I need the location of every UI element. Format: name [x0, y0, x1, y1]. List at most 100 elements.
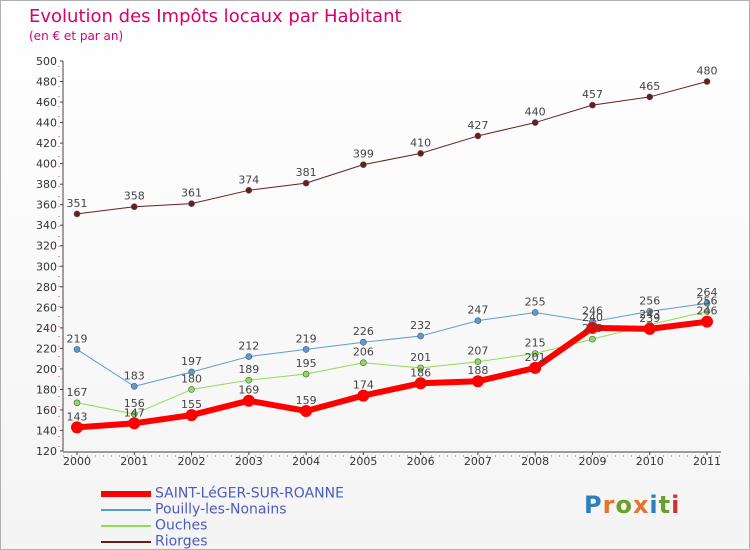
x-tick-label: 2010 — [636, 455, 664, 468]
data-point — [589, 335, 596, 343]
y-tick-label: 460 — [36, 96, 57, 109]
data-label: 147 — [124, 406, 145, 419]
data-point — [531, 350, 539, 357]
legend: SAINT-LéGER-SUR-ROANNE Pouilly-les-Nonai… — [101, 486, 344, 550]
y-tick-label: 260 — [36, 301, 57, 314]
y-tick-label: 340 — [36, 219, 57, 232]
data-label: 212 — [238, 340, 259, 353]
x-tick-label: 2000 — [63, 455, 91, 468]
logo-letter: P — [584, 491, 603, 519]
y-tick-label: 280 — [36, 281, 57, 294]
logo-letter: r — [602, 491, 616, 519]
data-point — [302, 179, 310, 187]
data-point — [703, 308, 711, 315]
x-tick-label: 2008 — [521, 455, 549, 468]
data-point — [360, 338, 367, 346]
logo-letter: i — [649, 491, 659, 519]
logo-letter: x — [632, 491, 650, 519]
x-tick-label: 2001 — [120, 455, 148, 468]
data-point — [586, 321, 599, 334]
legend-swatch — [101, 508, 151, 511]
data-point — [360, 161, 367, 168]
series-line — [76, 310, 708, 415]
chart-title: Evolution des Impôts locaux par Habitant — [29, 6, 402, 27]
series-layer — [71, 78, 713, 434]
y-tick-label: 400 — [36, 158, 57, 171]
data-point — [471, 375, 484, 388]
data-label: 351 — [67, 197, 88, 210]
data-point — [703, 299, 711, 307]
data-label: 440 — [525, 106, 546, 119]
x-tick-label: 2004 — [292, 455, 320, 468]
y-tick-label: 420 — [36, 137, 57, 150]
data-label: 465 — [639, 80, 660, 93]
data-label: 156 — [124, 397, 145, 410]
data-labels-layer: 351 358 361 374 381 399 410 427 440 457 465 480 219 1… — [67, 65, 718, 424]
y-tick-label: 440 — [36, 117, 57, 130]
data-label: 358 — [124, 190, 145, 203]
data-point — [417, 150, 424, 157]
proxiti-logo: Proxiti — [584, 491, 680, 519]
data-point — [245, 376, 253, 384]
data-label: 243 — [639, 308, 660, 321]
x-tick-label: 2002 — [178, 455, 206, 468]
data-label: 155 — [181, 398, 202, 411]
data-label: 215 — [525, 337, 546, 350]
data-point — [414, 377, 427, 390]
data-label: 232 — [410, 319, 431, 332]
axes: 120 140 160 180 200 220 240 260 280 300 320 340 360 3… — [36, 55, 721, 468]
data-label: 207 — [467, 345, 488, 358]
y-tick-label: 500 — [36, 55, 57, 68]
data-point — [643, 322, 656, 335]
data-label: 167 — [67, 386, 88, 399]
data-point — [474, 358, 482, 366]
data-point — [185, 409, 198, 422]
data-label: 180 — [181, 372, 202, 385]
data-point — [589, 101, 596, 109]
legend-item-pouilly: Pouilly-les-Nonains — [101, 502, 344, 518]
y-tick-label: 140 — [36, 424, 57, 437]
data-label: 206 — [353, 346, 374, 359]
data-label: 246 — [582, 305, 603, 318]
data-label: 159 — [296, 394, 317, 407]
data-point — [529, 361, 542, 374]
data-point — [71, 421, 83, 434]
x-tick-label: 2007 — [464, 455, 492, 468]
y-tick-label: 120 — [36, 445, 57, 458]
legend-label: Pouilly-les-Nonains — [155, 501, 287, 518]
data-label: 197 — [181, 355, 202, 368]
data-point — [302, 370, 310, 378]
series-line — [76, 318, 708, 431]
data-point — [188, 368, 195, 376]
y-tick-label: 160 — [36, 404, 57, 417]
x-tick-label: 2006 — [407, 455, 435, 468]
y-tick-label: 360 — [36, 199, 57, 212]
data-label: 399 — [353, 148, 374, 161]
data-label: 457 — [582, 88, 603, 101]
data-point — [73, 210, 81, 218]
line-chart: 120 140 160 180 200 220 240 260 280 300 320 340 360 3… — [36, 55, 721, 468]
data-point — [703, 78, 711, 85]
data-label: 410 — [410, 136, 431, 149]
data-point — [360, 359, 367, 367]
data-label: 188 — [467, 364, 488, 377]
data-point — [531, 309, 539, 316]
y-tick-label: 300 — [36, 260, 57, 273]
data-point — [300, 404, 313, 417]
y-tick-label: 320 — [36, 240, 57, 253]
data-point — [701, 315, 713, 328]
y-tick-label: 240 — [36, 322, 57, 335]
data-point — [417, 332, 424, 340]
data-label: 183 — [124, 369, 145, 382]
legend-item-saint-leger: SAINT-LéGER-SUR-ROANNE — [101, 486, 344, 502]
legend-item-riorges: Riorges — [101, 534, 344, 550]
data-label: 219 — [67, 332, 88, 345]
data-point — [474, 132, 482, 140]
y-tick-label: 200 — [36, 363, 57, 376]
data-label: 143 — [67, 410, 88, 423]
data-point — [646, 93, 654, 101]
data-point — [130, 383, 138, 390]
data-label: 240 — [582, 311, 603, 324]
data-label: 219 — [296, 332, 317, 345]
legend-label: Ouches — [155, 517, 208, 534]
